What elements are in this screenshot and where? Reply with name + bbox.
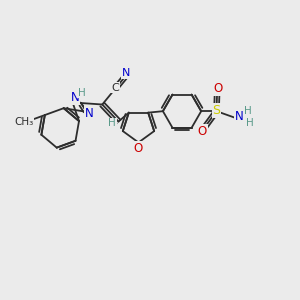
- Text: O: O: [198, 125, 207, 138]
- Text: H: H: [108, 118, 116, 128]
- Text: N: N: [235, 110, 243, 123]
- Text: N: N: [70, 91, 79, 104]
- Text: H: H: [244, 106, 252, 116]
- Text: CH₃: CH₃: [14, 116, 34, 127]
- Text: S: S: [212, 104, 220, 117]
- Text: N: N: [85, 107, 94, 120]
- Text: O: O: [213, 82, 222, 95]
- Text: O: O: [134, 142, 143, 155]
- Text: H: H: [246, 118, 254, 128]
- Text: C: C: [111, 83, 119, 93]
- Text: N: N: [122, 68, 130, 78]
- Text: H: H: [78, 88, 86, 98]
